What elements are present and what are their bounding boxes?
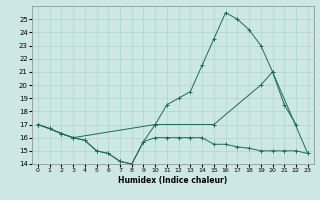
X-axis label: Humidex (Indice chaleur): Humidex (Indice chaleur)	[118, 176, 228, 185]
